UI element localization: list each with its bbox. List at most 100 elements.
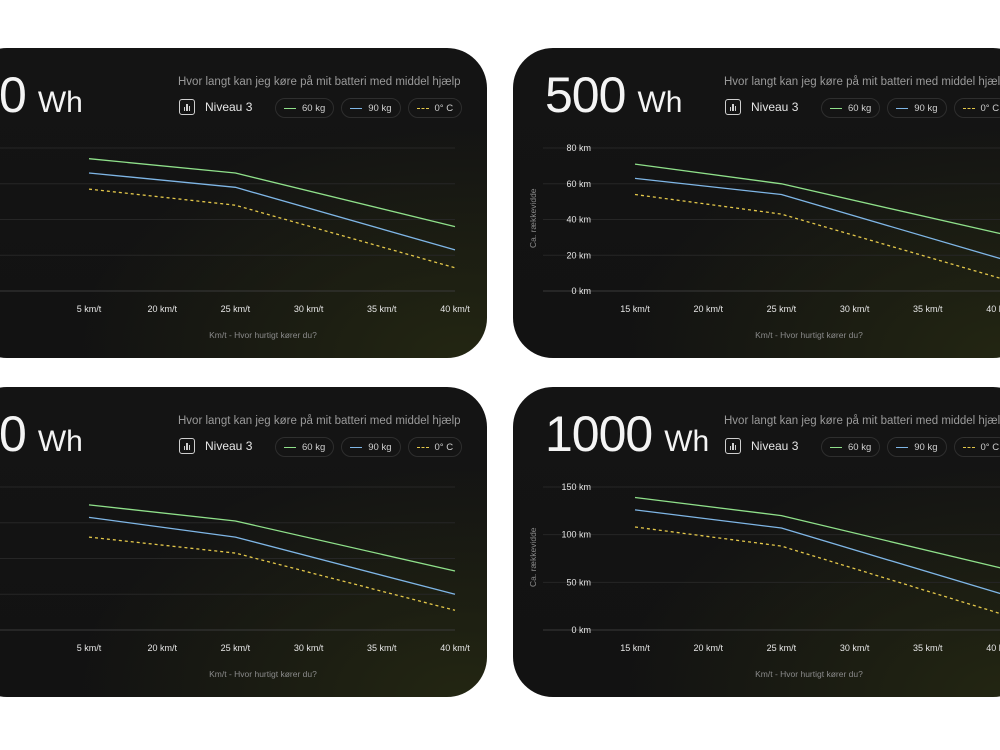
- chart-subtitle: Hvor langt kan jeg køre på mit batteri m…: [724, 76, 1000, 88]
- legend-label: 60 kg: [302, 102, 326, 114]
- legend-label: 90 kg: [914, 102, 938, 114]
- level-label: Niveau 3: [751, 100, 799, 114]
- line-plot: 5 km/t 20 km/t 25 km/t 30 km/t 35 km/t 40 km/…: [0, 486, 470, 679]
- line-swatch-icon: [896, 107, 909, 109]
- line-swatch-icon: [830, 446, 842, 448]
- x-tick-label: 20 km/t: [147, 304, 177, 314]
- level-selector[interactable]: Niveau 3: [725, 99, 798, 115]
- x-axis-title: Km/t - Hvor hurtigt kører du?: [755, 669, 863, 679]
- x-tick-label: 20 km/t: [147, 643, 177, 653]
- legend-label: 0° C: [980, 441, 1000, 453]
- bar-chart-icon: [179, 438, 195, 454]
- x-tick-label: 30 km/t: [294, 304, 324, 314]
- y-tick-label: 40 km: [566, 215, 591, 225]
- level-selector[interactable]: Niveau 3: [179, 99, 252, 115]
- legend-label: 90 kg: [368, 441, 392, 453]
- x-tick-label: 25 km/t: [221, 304, 251, 314]
- wh-value: 500: [545, 67, 626, 123]
- legend-item[interactable]: 90 kg: [341, 98, 401, 118]
- x-tick-label: 5 km/t: [77, 304, 102, 314]
- series-line: [634, 496, 1000, 569]
- series-line: [634, 163, 1000, 235]
- wh-value: 1000: [545, 406, 653, 462]
- battery-capacity: 500 Wh: [545, 66, 682, 124]
- line-plot: 0 km 50 km 100 km 150 km 15 km/t 20 km/t 25 km…: [543, 482, 1000, 679]
- bar-chart-icon: [725, 438, 741, 454]
- x-tick-label: 5 km/t: [77, 643, 102, 653]
- legend-item[interactable]: 0° C: [407, 98, 463, 118]
- level-selector[interactable]: Niveau 3: [179, 438, 252, 454]
- dashed-swatch-icon: [416, 107, 429, 109]
- series-line: [88, 536, 456, 611]
- legend-item[interactable]: 90 kg: [341, 437, 401, 457]
- legend-label: 0° C: [434, 441, 454, 453]
- wh-unit: Wh: [664, 425, 710, 458]
- y-tick-label: 150 km: [561, 482, 591, 492]
- x-tick-label: 40 km/t: [986, 643, 1000, 653]
- x-axis-title: Km/t - Hvor hurtigt kører du?: [755, 330, 863, 340]
- bar-chart-icon: [179, 99, 195, 115]
- legend-label: 0° C: [980, 102, 1000, 114]
- chart-subtitle: Hvor langt kan jeg køre på mit batteri m…: [178, 415, 461, 427]
- line-swatch-icon: [284, 107, 296, 109]
- line-swatch-icon: [284, 446, 296, 448]
- wh-value: 0: [0, 406, 27, 462]
- x-tick-label: 25 km/t: [221, 643, 251, 653]
- legend: 60 kg 90 kg 0° C: [275, 437, 463, 457]
- series-line: [88, 158, 456, 228]
- legend-item[interactable]: 0° C: [953, 98, 1000, 118]
- series-line: [88, 172, 456, 251]
- series-line: [634, 177, 1000, 260]
- chart-card: 0 Wh Hvor langt kan jeg køre på mit batte…: [0, 387, 487, 697]
- x-axis-title: Km/t - Hvor hurtigt kører du?: [209, 669, 317, 679]
- legend-item[interactable]: 60 kg: [821, 98, 881, 118]
- battery-capacity: 0 Wh: [0, 66, 83, 124]
- line-swatch-icon: [350, 107, 363, 109]
- y-tick-label: 80 km: [566, 143, 591, 153]
- y-tick-label: 100 km: [561, 530, 591, 540]
- x-tick-label: 30 km/t: [840, 304, 870, 314]
- chart-subtitle: Hvor langt kan jeg køre på mit batteri m…: [178, 76, 461, 88]
- legend-item[interactable]: 60 kg: [821, 437, 881, 457]
- legend-label: 0° C: [434, 102, 454, 114]
- x-tick-label: 30 km/t: [294, 643, 324, 653]
- x-tick-label: 15 km/t: [620, 304, 650, 314]
- x-tick-label: 40 km/t: [986, 304, 1000, 314]
- series-line: [634, 509, 1000, 595]
- y-tick-label: 0 km: [571, 286, 591, 296]
- level-label: Niveau 3: [205, 100, 253, 114]
- x-tick-label: 35 km/t: [913, 304, 943, 314]
- legend: 60 kg 90 kg 0° C: [821, 437, 1000, 457]
- x-tick-label: 20 km/t: [693, 304, 723, 314]
- legend-item[interactable]: 0° C: [407, 437, 463, 457]
- wh-unit: Wh: [37, 86, 83, 119]
- level-label: Niveau 3: [751, 439, 799, 453]
- legend-label: 60 kg: [848, 102, 872, 114]
- x-tick-label: 40 km/t: [440, 304, 470, 314]
- x-tick-label: 25 km/t: [767, 643, 797, 653]
- x-tick-label: 35 km/t: [367, 643, 397, 653]
- x-axis-title: Km/t - Hvor hurtigt kører du?: [209, 330, 317, 340]
- legend-item[interactable]: 60 kg: [275, 98, 335, 118]
- line-plot: 0 km 20 km 40 km 60 km 80 km 15 km/t 20 km/t 25…: [543, 143, 1000, 340]
- legend-item[interactable]: 90 kg: [887, 437, 947, 457]
- battery-capacity: 1000 Wh: [545, 405, 709, 463]
- legend-label: 60 kg: [302, 441, 326, 453]
- level-selector[interactable]: Niveau 3: [725, 438, 798, 454]
- line-swatch-icon: [896, 446, 909, 448]
- x-tick-label: 20 km/t: [693, 643, 723, 653]
- y-tick-label: 0 km: [571, 625, 591, 635]
- dashed-swatch-icon: [962, 446, 975, 448]
- legend-item[interactable]: 90 kg: [887, 98, 947, 118]
- y-tick-label: 50 km: [566, 577, 591, 587]
- x-tick-label: 40 km/t: [440, 643, 470, 653]
- legend-item[interactable]: 0° C: [953, 437, 1000, 457]
- line-plot: 5 km/t 20 km/t 25 km/t 30 km/t 35 km/t 40 km/…: [0, 147, 470, 340]
- wh-unit: Wh: [37, 425, 83, 458]
- series-line: [634, 526, 1000, 615]
- series-line: [88, 516, 456, 595]
- y-tick-label: 20 km: [566, 250, 591, 260]
- line-swatch-icon: [350, 446, 363, 448]
- bar-chart-icon: [725, 99, 741, 115]
- legend-item[interactable]: 60 kg: [275, 437, 335, 457]
